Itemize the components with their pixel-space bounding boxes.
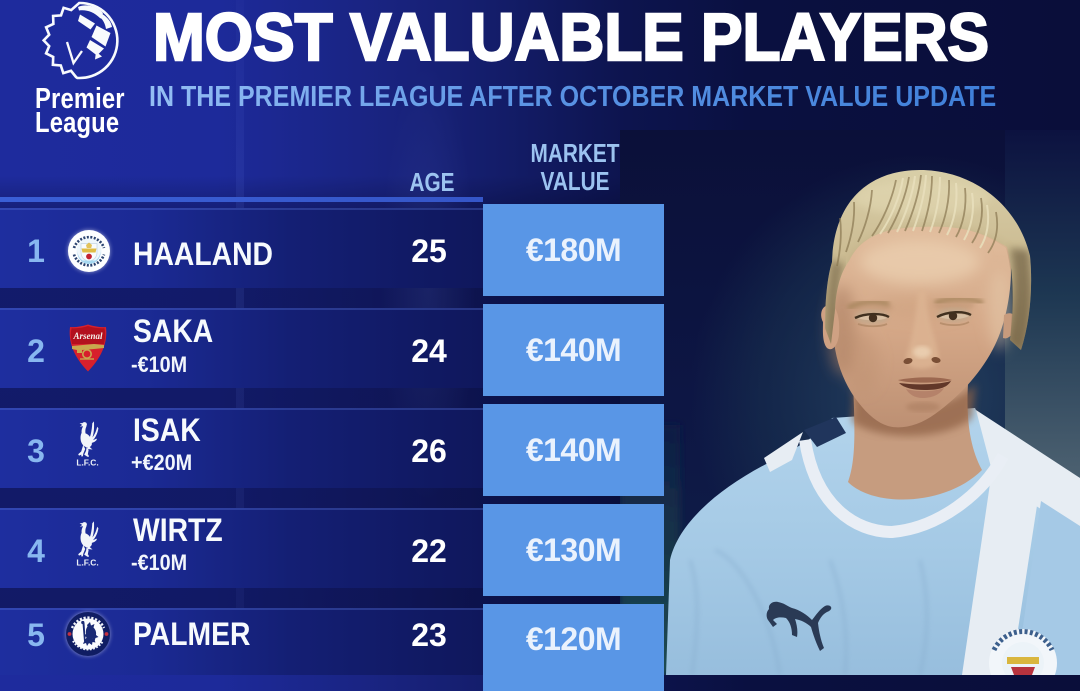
svg-text:Arsenal: Arsenal (72, 331, 103, 341)
svg-text:L.F.C.: L.F.C. (76, 558, 98, 567)
svg-text:L.F.C.: L.F.C. (76, 458, 98, 467)
